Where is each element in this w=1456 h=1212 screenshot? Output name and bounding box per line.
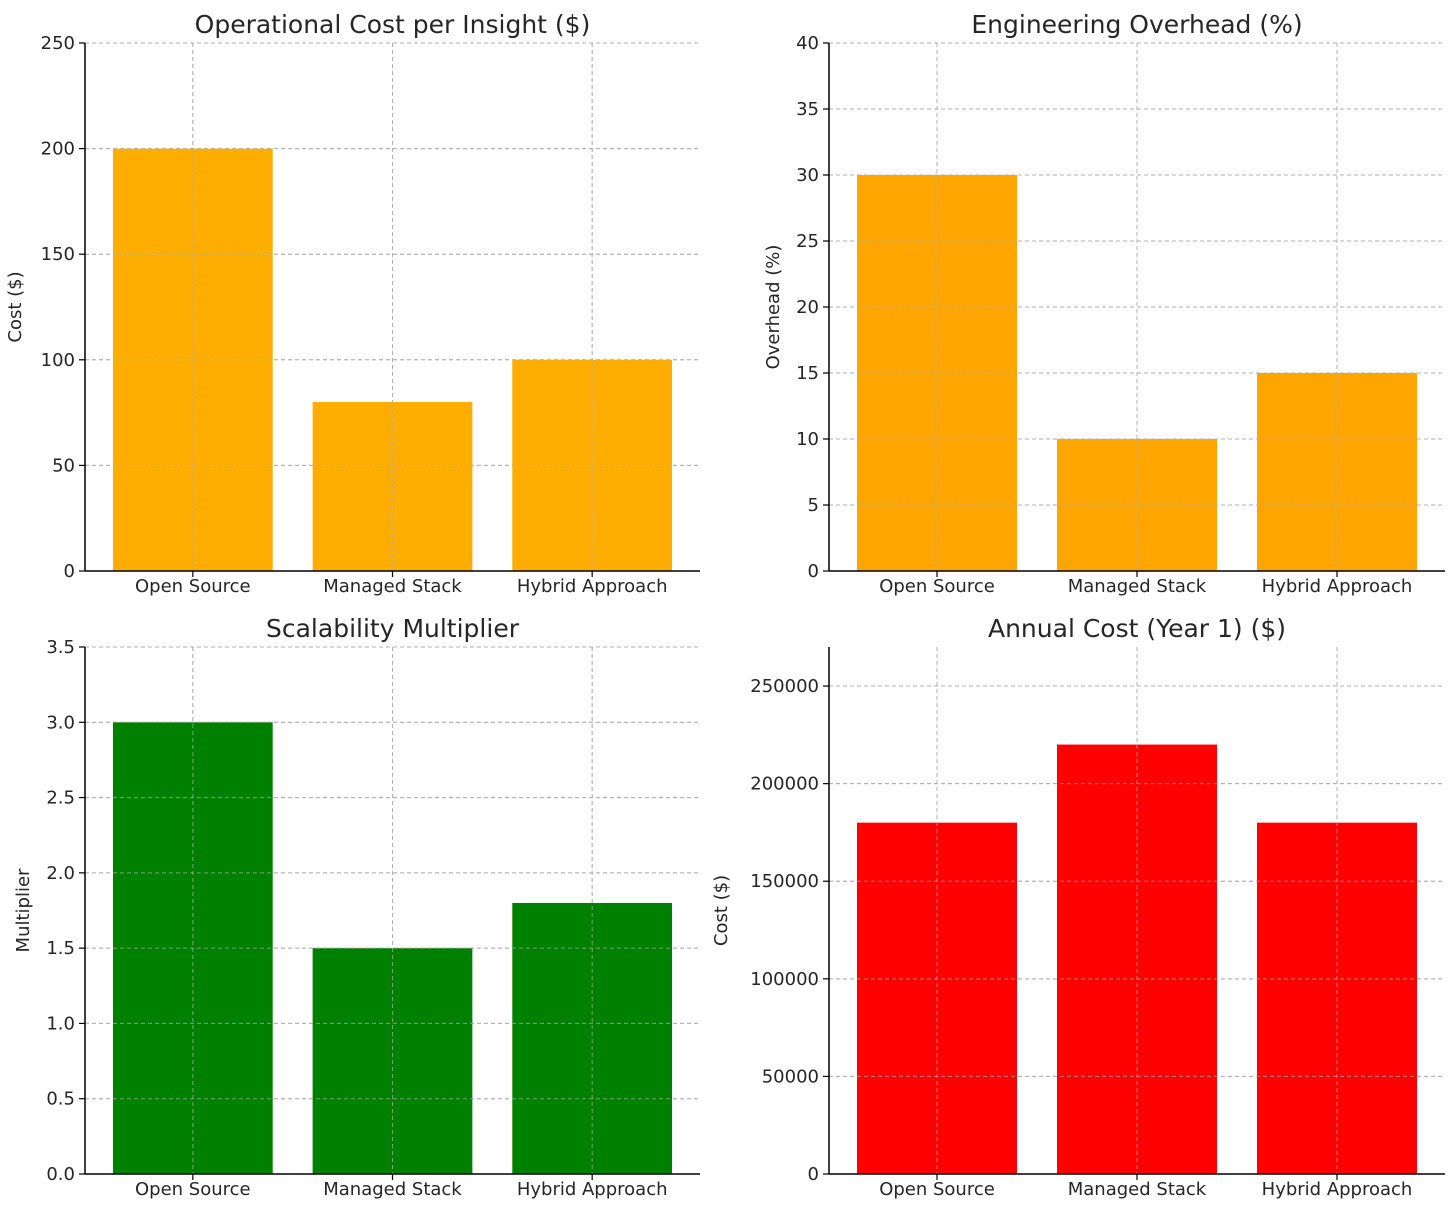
y-axis-label: Cost ($) bbox=[5, 271, 26, 342]
x-tick-label: Managed Stack bbox=[323, 1179, 462, 1200]
x-tick-label: Hybrid Approach bbox=[517, 1179, 668, 1200]
y-tick-label: 10 bbox=[796, 429, 819, 450]
y-tick-label: 50 bbox=[52, 455, 75, 476]
y-tick-label: 25 bbox=[796, 231, 819, 252]
x-tick-label: Hybrid Approach bbox=[1262, 576, 1413, 597]
x-tick-label: Open Source bbox=[135, 576, 251, 597]
y-tick-label: 250 bbox=[41, 33, 75, 54]
x-tick-label: Open Source bbox=[879, 576, 995, 597]
y-tick-label: 40 bbox=[796, 33, 819, 54]
y-axis-label: Overhead (%) bbox=[763, 245, 784, 370]
y-tick-label: 0 bbox=[808, 1164, 819, 1185]
y-tick-label: 1.0 bbox=[46, 1013, 75, 1034]
y-tick-label: 15 bbox=[796, 363, 819, 384]
y-tick-label: 2.5 bbox=[46, 788, 75, 809]
chart-title: Annual Cost (Year 1) ($) bbox=[988, 614, 1286, 643]
chart-panel-3: 0.0 0.5 1.0 1.5 2.0 2.5 3.0 3.5 Open Source Manag… bbox=[13, 614, 700, 1200]
y-tick-label: 0 bbox=[64, 561, 75, 582]
y-tick-label: 2.0 bbox=[46, 863, 75, 884]
y-tick-label: 50000 bbox=[762, 1066, 819, 1087]
y-tick-label: 200000 bbox=[750, 774, 819, 795]
x-tick-label: Managed Stack bbox=[1068, 1179, 1207, 1200]
y-tick-label: 150 bbox=[41, 244, 75, 265]
y-tick-label: 250000 bbox=[750, 676, 819, 697]
chart-title: Operational Cost per Insight ($) bbox=[195, 10, 591, 39]
y-tick-label: 200 bbox=[41, 139, 75, 160]
chart-panel-1: 0 50 100 150 200 250 Open Source Managed Stack H… bbox=[5, 10, 700, 597]
y-axis-label: Cost ($) bbox=[711, 875, 732, 946]
x-tick-label: Managed Stack bbox=[1068, 576, 1207, 597]
y-tick-label: 0 bbox=[808, 561, 819, 582]
y-tick-label: 1.5 bbox=[46, 938, 75, 959]
y-tick-label: 3.0 bbox=[46, 712, 75, 733]
chart-title: Scalability Multiplier bbox=[266, 614, 520, 643]
chart-panel-4: 0 50000 100000 150000 200000 250000 Open Sourc… bbox=[711, 614, 1445, 1200]
chart-title: Engineering Overhead (%) bbox=[971, 10, 1302, 39]
x-tick-label: Hybrid Approach bbox=[517, 576, 668, 597]
chart-panel-2: 0 5 10 15 20 25 30 35 40 Open Source Managed Stack… bbox=[763, 10, 1445, 597]
y-tick-label: 150000 bbox=[750, 871, 819, 892]
x-tick-label: Open Source bbox=[879, 1179, 995, 1200]
y-tick-label: 0.0 bbox=[46, 1164, 75, 1185]
y-tick-label: 20 bbox=[796, 297, 819, 318]
y-tick-label: 100000 bbox=[750, 969, 819, 990]
x-tick-label: Hybrid Approach bbox=[1262, 1179, 1413, 1200]
y-tick-label: 3.5 bbox=[46, 637, 75, 658]
x-tick-label: Managed Stack bbox=[323, 576, 462, 597]
y-tick-label: 30 bbox=[796, 165, 819, 186]
y-tick-label: 0.5 bbox=[46, 1089, 75, 1110]
y-tick-label: 100 bbox=[41, 350, 75, 371]
y-tick-label: 35 bbox=[796, 99, 819, 120]
x-tick-label: Open Source bbox=[135, 1179, 251, 1200]
y-axis-label: Multiplier bbox=[13, 868, 34, 953]
y-tick-label: 5 bbox=[808, 495, 819, 516]
